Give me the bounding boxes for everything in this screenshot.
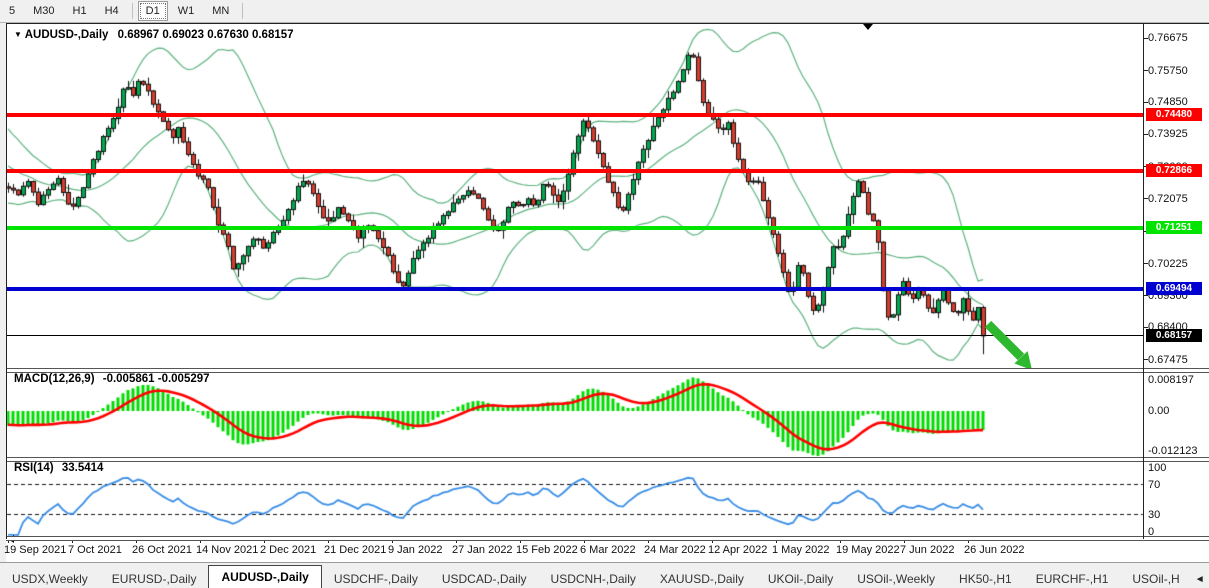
price-tick-mark — [1143, 295, 1148, 296]
date-tick-label: 19 Sep 2021 — [4, 544, 67, 556]
date-tick-label: 6 Mar 2022 — [580, 544, 636, 556]
macd-axis-label: -0.012123 — [1148, 445, 1198, 457]
ohlc-low: 0.67630 — [207, 29, 249, 41]
price-tick-mark — [1143, 359, 1148, 360]
date-tick-label: 14 Nov 2021 — [196, 544, 259, 556]
price-tick-label: 0.67475 — [1148, 353, 1188, 366]
price-tick-mark — [1143, 263, 1148, 264]
price-tick-mark — [1143, 134, 1148, 135]
price-tick-label: 0.76675 — [1148, 32, 1188, 45]
hline-0.71251[interactable] — [7, 225, 1143, 230]
date-tick-label: 19 May 2022 — [836, 544, 900, 556]
macd-axis-label: 0.00 — [1148, 405, 1170, 417]
date-tick-label: 26 Oct 2021 — [132, 544, 192, 556]
date-tick-label: 27 Jan 2022 — [452, 544, 513, 556]
price-tick-label: 0.73925 — [1148, 128, 1188, 141]
chart-top-border — [6, 23, 1209, 24]
chart-symbol-label: AUDUSD-,Daily — [24, 29, 109, 41]
price-tick-label: 0.74850 — [1148, 96, 1188, 109]
price-tick-mark — [1143, 327, 1148, 328]
date-tick-label: 12 Apr 2022 — [708, 544, 768, 556]
hline-price-label-0.71251: 0.71251 — [1146, 220, 1202, 234]
date-tick-label: 1 May 2022 — [772, 544, 830, 556]
chart-dropdown-icon[interactable]: ▼ — [14, 30, 22, 39]
ohlc-open: 0.68967 — [117, 29, 160, 41]
hline-price-label-0.72866: 0.72866 — [1146, 164, 1202, 178]
rsi-axis-label: 100 — [1148, 462, 1167, 474]
date-tick-label: 2 Dec 2021 — [260, 544, 317, 556]
price-tick-label: 0.72075 — [1148, 192, 1188, 205]
date-tick-label: 26 Jun 2022 — [964, 544, 1025, 556]
rsi-pane-separator[interactable] — [6, 457, 1209, 462]
chart-left-border — [6, 23, 7, 539]
macd-name: MACD(12,26,9) — [14, 373, 95, 385]
date-tick-label: 7 Oct 2021 — [68, 544, 122, 556]
macd-pane-separator[interactable] — [6, 368, 1209, 373]
hline-0.72866[interactable] — [7, 169, 1143, 174]
date-tick-label: 21 Dec 2021 — [324, 544, 387, 556]
price-tick-mark — [1143, 70, 1148, 71]
rsi-axis-label: 70 — [1148, 478, 1161, 491]
macd-axis-label: 0.008197 — [1148, 374, 1194, 386]
ohlc-close: 0.68157 — [251, 29, 294, 41]
hline-price-label-0.68157: 0.68157 — [1146, 328, 1202, 342]
macd-main-value: -0.005861 — [102, 373, 155, 385]
price-axis-border — [1143, 23, 1144, 539]
rsi-axis-label: 0 — [1148, 526, 1155, 538]
rsi-indicator-label: RSI(14) 33.5414 — [14, 462, 103, 474]
ohlc-high: 0.69023 — [162, 29, 204, 41]
hline-price-label-0.69494: 0.69494 — [1146, 282, 1202, 296]
chart-title: ▼ AUDUSD-,Daily 0.68967 0.69023 0.67630 … — [14, 29, 294, 41]
macd-signal-value: -0.005297 — [157, 373, 210, 385]
hline-0.68157[interactable] — [7, 335, 1143, 337]
date-tick-label: 15 Feb 2022 — [516, 544, 578, 556]
price-tick-mark — [1143, 166, 1148, 167]
rsi-name: RSI(14) — [14, 462, 54, 474]
price-tick-label: 0.75750 — [1148, 64, 1188, 77]
price-tick-label: 0.70225 — [1148, 257, 1188, 270]
macd-indicator-label: MACD(12,26,9) -0.005861 -0.005297 — [14, 373, 210, 385]
date-tick-label: 24 Mar 2022 — [644, 544, 706, 556]
hline-price-label-0.74480: 0.74480 — [1146, 108, 1202, 121]
price-tick-mark — [1143, 38, 1148, 39]
price-tick-mark — [1143, 198, 1148, 199]
chart-shift-marker-icon[interactable] — [863, 24, 873, 30]
rsi-axis-label: 30 — [1148, 508, 1161, 521]
hline-0.69494[interactable] — [7, 287, 1143, 292]
rsi-value: 33.5414 — [61, 462, 104, 474]
price-tick-mark — [1143, 231, 1148, 232]
date-axis-separator — [6, 536, 1209, 541]
date-axis[interactable]: 19 Sep 2021 7 Oct 2021 26 Oct 2021 14 Nov 2… — [4, 538, 1209, 562]
date-tick-label: 9 Jan 2022 — [388, 544, 443, 556]
date-tick-label: 7 Jun 2022 — [900, 544, 955, 556]
hline-0.74480[interactable] — [7, 113, 1143, 117]
price-tick-mark — [1143, 102, 1148, 103]
